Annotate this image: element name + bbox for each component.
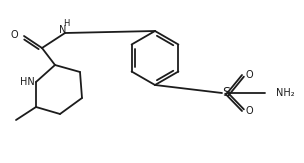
Text: S: S xyxy=(222,87,230,99)
Text: O: O xyxy=(245,106,253,116)
Text: NH₂: NH₂ xyxy=(276,88,295,98)
Text: H: H xyxy=(63,20,69,29)
Text: N: N xyxy=(59,25,67,35)
Text: O: O xyxy=(245,70,253,80)
Text: O: O xyxy=(10,30,18,40)
Text: HN: HN xyxy=(20,77,34,87)
